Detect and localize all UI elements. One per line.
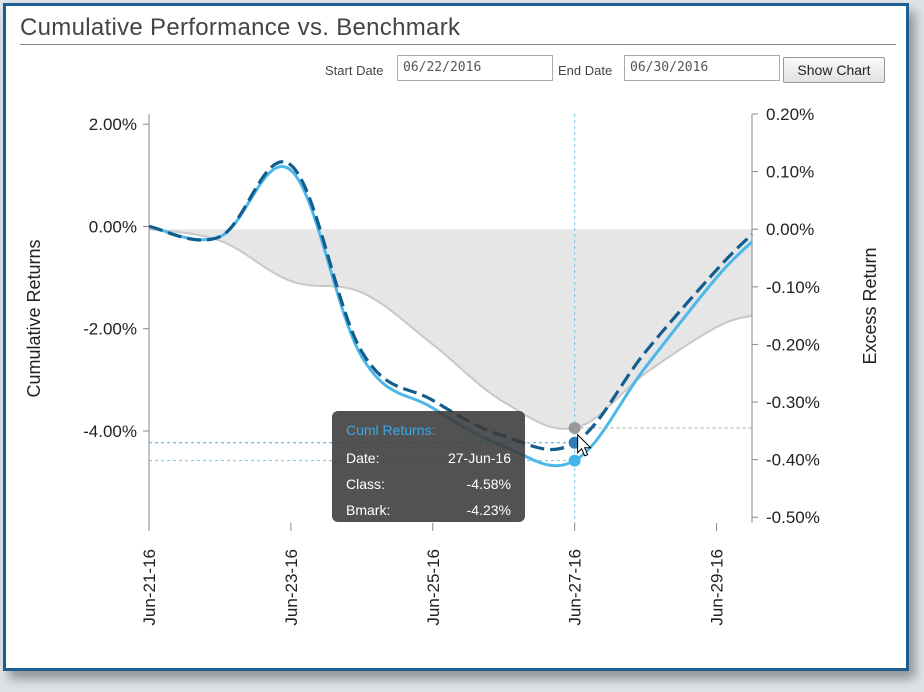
class-hover-marker — [568, 454, 581, 467]
right-tick-label: -0.50% — [766, 508, 820, 527]
right-tick-label: 0.20% — [766, 105, 814, 124]
left-tick-label: 2.00% — [89, 115, 137, 134]
x-tick-label: Jun-23-16 — [282, 549, 301, 626]
chart-panel: Cumulative Performance vs. Benchmark Sta… — [3, 3, 909, 671]
left-tick-label: 0.00% — [89, 217, 137, 236]
tooltip-row-label: Bmark: — [346, 502, 390, 518]
x-tick-label: Jun-27-16 — [566, 549, 585, 626]
x-tick-label: Jun-25-16 — [424, 549, 443, 626]
right-tick-label: 0.10% — [766, 163, 814, 182]
start-date-label: Start Date — [325, 63, 384, 78]
right-tick-label: -0.20% — [766, 335, 820, 354]
tooltip-row-value: -4.23% — [467, 502, 511, 518]
x-tick-label: Jun-29-16 — [708, 549, 727, 626]
date-controls: Start Date 06/22/2016 End Date 06/30/201… — [6, 55, 906, 85]
mouse-cursor-icon — [577, 433, 592, 457]
tooltip-row-label: Class: — [346, 476, 385, 492]
right-tick-label: -0.10% — [766, 278, 820, 297]
left-tick-label: -2.00% — [83, 320, 137, 339]
x-tick-label: Jun-21-16 — [140, 549, 159, 626]
right-tick-label: -0.40% — [766, 451, 820, 470]
end-date-input[interactable]: 06/30/2016 — [624, 55, 780, 81]
chart-svg[interactable]: 2.00% 0.00% -2.00% -4.00% 0.20% 0.10% 0.00% -0.… — [6, 6, 906, 668]
bmark-series-line — [148, 160, 754, 452]
right-axis-title: Excess Return — [860, 247, 880, 364]
page-title: Cumulative Performance vs. Benchmark — [20, 14, 896, 45]
end-date-label: End Date — [558, 63, 613, 78]
left-axis-title: Cumulative Returns — [24, 239, 44, 397]
excess-return-area — [149, 229, 752, 429]
tooltip-row-value: 27-Jun-16 — [448, 450, 511, 466]
tooltip-row-value: -4.58% — [467, 476, 511, 492]
tooltip-box — [332, 411, 525, 522]
tooltip-row-label: Date: — [346, 450, 379, 466]
right-tick-label: 0.00% — [766, 220, 814, 239]
excess-hover-marker — [568, 421, 581, 434]
excess-return-line — [148, 228, 753, 430]
show-chart-button[interactable]: Show Chart — [783, 57, 885, 83]
tooltip-title: Cuml Returns: — [346, 422, 435, 438]
start-date-input[interactable]: 06/22/2016 — [397, 55, 553, 81]
right-tick-label: -0.30% — [766, 393, 820, 412]
left-tick-label: -4.00% — [83, 422, 137, 441]
